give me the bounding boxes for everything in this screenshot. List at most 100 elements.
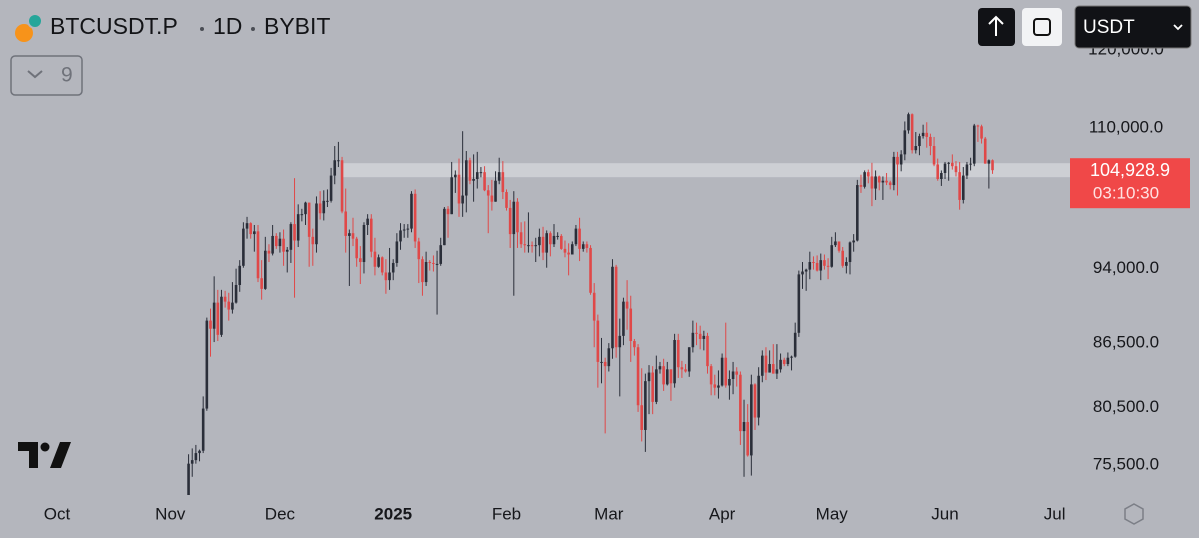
logo-part <box>50 442 71 468</box>
candle-body <box>885 180 888 183</box>
candle-body <box>260 278 263 289</box>
symbol: BTCUSDT.P <box>50 13 178 39</box>
candle-body <box>428 262 432 264</box>
candle-body <box>567 252 570 255</box>
x-tick-label: Mar <box>594 504 624 523</box>
candle-body <box>388 272 391 281</box>
logo-part <box>40 442 50 452</box>
candle-body <box>753 384 757 418</box>
candle-body <box>505 192 508 208</box>
candle-body <box>742 422 746 432</box>
price-label-bg <box>1070 158 1190 209</box>
candle-body <box>201 408 205 451</box>
candle-body <box>486 190 490 196</box>
candle-body <box>881 180 885 183</box>
layout-button[interactable] <box>1022 8 1062 46</box>
separator <box>200 27 204 31</box>
candle-body <box>764 355 768 373</box>
candle-body <box>731 371 735 379</box>
candle-body <box>680 367 684 370</box>
candle-body <box>209 320 212 329</box>
candle-body <box>267 250 271 254</box>
candle-body <box>380 257 384 273</box>
candle-body <box>362 224 366 263</box>
candle-body <box>797 274 801 333</box>
candle-body <box>538 236 541 246</box>
candle-body <box>622 301 625 336</box>
candle-body <box>220 296 223 335</box>
candle-body <box>812 262 815 264</box>
candle-body <box>724 357 728 386</box>
candle-body <box>877 176 881 183</box>
candle-body <box>614 266 618 348</box>
candle-body <box>198 450 201 454</box>
candle-body <box>965 164 969 176</box>
candle-body <box>552 235 556 245</box>
candle-body <box>556 235 559 237</box>
candle-body <box>943 163 947 174</box>
countdown: 03:10:30 <box>1093 184 1159 203</box>
candle-body <box>793 332 797 357</box>
candle-body <box>815 262 819 271</box>
candle-body <box>841 250 844 266</box>
y-tick-label: 75,500.0 <box>1093 454 1159 473</box>
candle-body <box>501 172 505 193</box>
header: BTCUSDT.P 1D BYBIT 9 <box>10 13 330 96</box>
candle-body <box>983 138 987 164</box>
candle-body <box>578 228 581 249</box>
candle-body <box>497 172 501 181</box>
candle-body <box>530 245 534 247</box>
candle-body <box>918 136 921 147</box>
candle-body <box>450 177 453 215</box>
candle-body <box>289 224 293 250</box>
candle-body <box>702 335 706 339</box>
candle-body <box>399 230 402 242</box>
candle-body <box>472 179 475 181</box>
candle-body <box>775 369 779 374</box>
candle-body <box>560 235 563 249</box>
candle-body <box>636 347 640 406</box>
candle-body <box>369 218 373 252</box>
indicator-toggle[interactable] <box>10 55 83 96</box>
candle-body <box>234 284 238 303</box>
candle-body <box>987 160 991 164</box>
candle-body <box>804 269 808 272</box>
candle-body <box>640 405 644 430</box>
candle-body <box>929 136 932 147</box>
settings-icon[interactable] <box>1124 503 1144 525</box>
candle-body <box>607 348 611 367</box>
candle-body <box>625 301 629 309</box>
candle-body <box>676 339 680 368</box>
candle-body <box>910 114 914 151</box>
candle-body <box>782 359 786 365</box>
tv-logo <box>18 442 71 468</box>
candle-body <box>570 244 574 255</box>
candle-body <box>446 208 450 215</box>
candle-body <box>972 125 976 164</box>
candle-body <box>512 201 516 235</box>
x-tick-label: May <box>816 504 849 523</box>
candle-body <box>223 296 227 302</box>
candle-body <box>329 175 333 201</box>
candle-body <box>285 249 289 252</box>
coin-icon <box>15 24 33 42</box>
candle-body <box>190 460 194 464</box>
candle-body <box>227 301 231 310</box>
candle-body <box>947 162 950 164</box>
candle-body <box>318 203 322 214</box>
x-tick-label: Nov <box>155 504 186 523</box>
candle-body <box>413 193 417 242</box>
candle-body <box>852 240 855 243</box>
currency: USDT <box>1083 17 1135 38</box>
y-tick-label: 94,000.0 <box>1093 258 1159 277</box>
x-tick-label: Feb <box>492 504 521 523</box>
candle-body <box>845 262 848 266</box>
candle-body <box>629 308 633 342</box>
x-tick-label: Jun <box>931 504 958 523</box>
candle-body <box>856 185 859 241</box>
candle-body <box>611 266 614 349</box>
candle-body <box>695 332 698 334</box>
currency-dropdown[interactable] <box>1074 5 1192 49</box>
